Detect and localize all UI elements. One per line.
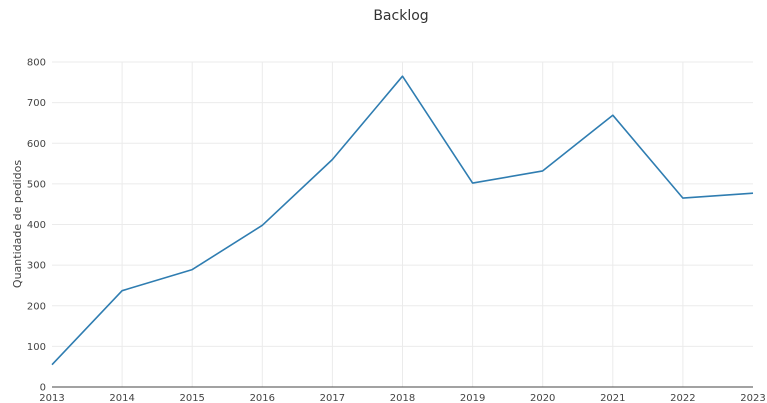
x-tick-label: 2014 (109, 393, 134, 403)
data-point[interactable] (190, 267, 194, 271)
data-point[interactable] (260, 223, 264, 227)
data-point[interactable] (120, 289, 124, 293)
data-point[interactable] (400, 74, 404, 78)
x-tick-label: 2019 (460, 393, 485, 403)
x-tick-label: 2022 (670, 393, 695, 403)
series-group (50, 74, 755, 366)
y-tick-label: 600 (27, 139, 46, 150)
y-tick-label: 100 (27, 342, 46, 353)
y-axis-label: Quantidade de pedidos (11, 160, 24, 288)
x-axis-ticks: 2013 2014 2015 2016 2017 2018 2019 2020 2021 2022… (39, 393, 765, 403)
y-tick-label: 500 (27, 179, 46, 190)
data-point[interactable] (541, 169, 545, 173)
data-point[interactable] (470, 181, 474, 185)
x-tick-label: 2015 (179, 393, 204, 403)
y-tick-label: 800 (27, 58, 46, 69)
series-line (51, 75, 754, 366)
y-tick-label: 700 (27, 98, 46, 109)
x-tick-label: 2020 (530, 393, 555, 403)
x-tick-label: 2017 (320, 393, 345, 403)
y-axis-ticks: 0 100 200 300 400 500 600 700 800 (27, 58, 46, 394)
data-point[interactable] (50, 362, 54, 366)
y-tick-label: 200 (27, 301, 46, 312)
gridlines (52, 61, 753, 387)
x-tick-label: 2016 (250, 393, 275, 403)
y-tick-label: 400 (27, 220, 46, 231)
data-point[interactable] (330, 157, 334, 161)
data-point[interactable] (751, 191, 755, 195)
x-tick-label: 2023 (740, 393, 765, 403)
x-tick-label: 2018 (390, 393, 415, 403)
chart-title: Backlog (373, 8, 428, 24)
data-point[interactable] (681, 196, 685, 200)
y-tick-label: 0 (40, 383, 46, 394)
x-tick-label: 2021 (600, 393, 625, 403)
x-tick-label: 2013 (39, 393, 64, 403)
y-tick-label: 300 (27, 261, 46, 272)
data-point[interactable] (611, 113, 615, 117)
